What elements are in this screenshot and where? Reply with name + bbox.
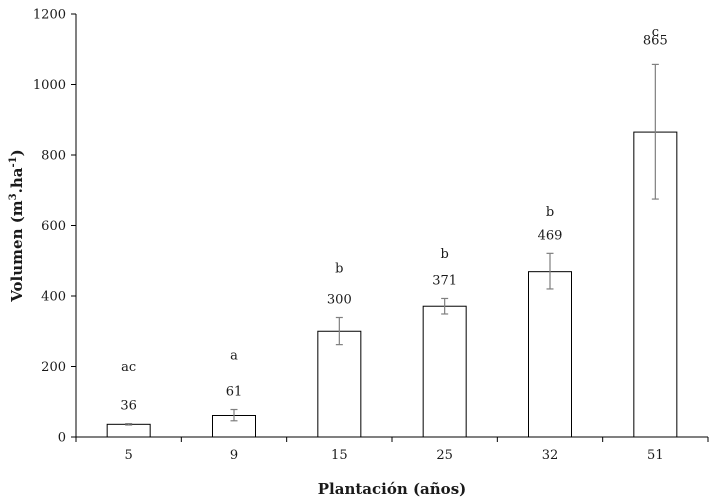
value-label-51: 865 — [643, 33, 668, 48]
significance-letters: ac a b b b c — [121, 25, 659, 375]
y-tick-label: 800 — [41, 149, 66, 164]
y-axis-title-sup1: 3 — [8, 193, 19, 200]
significance-letter-32: b — [546, 205, 554, 220]
y-tick-label: 600 — [41, 219, 66, 234]
bar-5 — [106, 423, 151, 438]
value-label-32: 469 — [538, 228, 563, 243]
error-bar-32 — [546, 252, 554, 290]
value-label-5: 36 — [120, 399, 137, 414]
y-axis-title-mid: .ha — [8, 167, 26, 193]
error-bars — [125, 63, 659, 426]
error-bar-15 — [335, 316, 343, 346]
significance-letter-51: c — [652, 25, 659, 40]
y-axis-title-main: Volumen (m — [8, 200, 26, 303]
y-axis-title-end: ) — [8, 149, 26, 156]
y-axis-ticks: 0 200 400 600 800 1000 1200 — [33, 8, 76, 446]
error-bar-5 — [125, 423, 133, 426]
y-tick-label: 1200 — [33, 8, 66, 23]
y-tick-label: 200 — [41, 360, 66, 375]
error-bar-9 — [230, 408, 238, 422]
bars — [106, 131, 678, 438]
value-label-9: 61 — [226, 385, 243, 400]
y-axis-title: Volumen (m3.ha-1) — [8, 149, 26, 302]
y-axis-title-sup2: -1 — [8, 156, 19, 167]
error-bar-25 — [441, 297, 449, 315]
significance-letter-15: b — [335, 261, 343, 276]
y-tick-label: 400 — [41, 290, 66, 305]
x-tick-label-32: 32 — [542, 448, 559, 463]
significance-letter-25: b — [441, 247, 449, 262]
x-tick-label-15: 15 — [331, 448, 348, 463]
y-tick-label: 1000 — [33, 78, 66, 93]
x-axis-title: Plantación (años) — [318, 480, 466, 498]
significance-letter-9: a — [230, 348, 238, 363]
value-label-25: 371 — [432, 273, 457, 288]
y-tick-label: 0 — [58, 431, 66, 446]
x-tick-label-9: 9 — [230, 448, 238, 463]
x-tick-label-51: 51 — [647, 448, 664, 463]
bar-25 — [422, 305, 467, 438]
error-bar-51 — [651, 63, 659, 200]
x-tick-label-25: 25 — [436, 448, 453, 463]
x-axis-ticks: 5 9 15 25 32 51 — [75, 437, 709, 463]
significance-letter-5: ac — [121, 360, 136, 375]
value-labels: 36 61 300 371 469 865 — [120, 33, 667, 413]
value-label-15: 300 — [327, 293, 352, 308]
bar-32 — [528, 271, 572, 438]
bar-15 — [317, 330, 362, 438]
x-tick-label-5: 5 — [125, 448, 133, 463]
